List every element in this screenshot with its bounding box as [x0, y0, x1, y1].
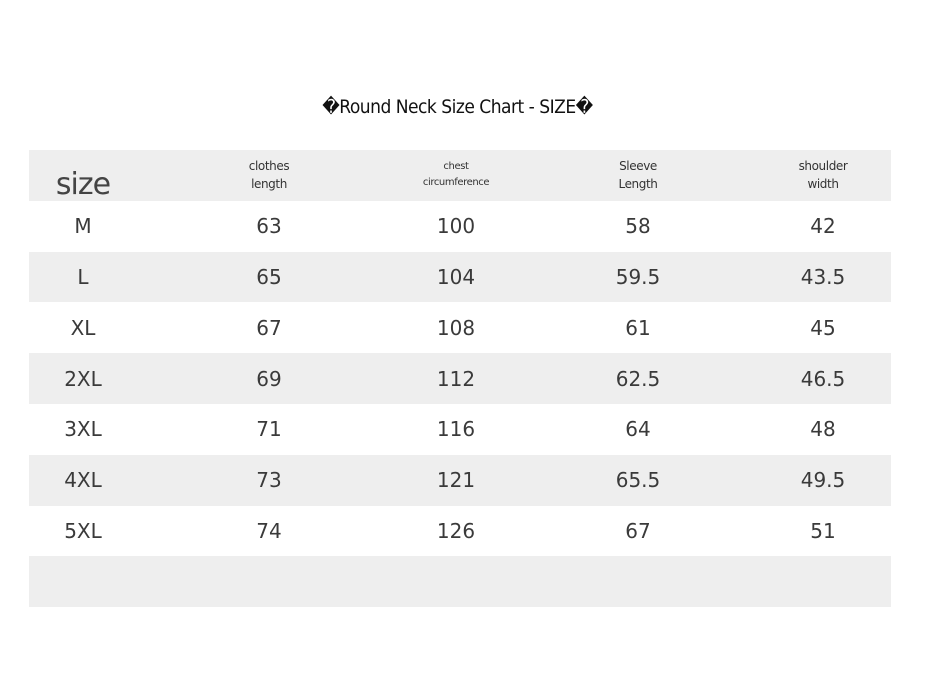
row-band — [29, 454, 891, 506]
table-cell: 42 — [810, 214, 836, 239]
row-band — [29, 353, 891, 404]
table-cell: 116 — [436, 417, 476, 442]
table-cell: XL — [70, 315, 96, 340]
table-cell: 4XL — [64, 468, 102, 493]
table-cell: 100 — [436, 214, 476, 239]
table-cell: 69 — [256, 366, 282, 391]
header-cell: clothes length — [248, 159, 290, 192]
header-cell: size — [55, 167, 111, 203]
header-cell: Sleeve Length — [618, 159, 658, 192]
table-cell: M — [74, 214, 92, 239]
header-cell: shoulder width — [798, 159, 848, 192]
table-cell: 126 — [436, 518, 476, 543]
table-cell: 3XL — [64, 417, 102, 442]
table-cell: 71 — [256, 417, 282, 442]
table-cell: 2XL — [64, 366, 102, 391]
table-cell: 64 — [625, 417, 651, 442]
table-cell: 67 — [256, 315, 282, 340]
table-cell: 59.5 — [615, 264, 661, 289]
table-cell: 51 — [810, 518, 836, 543]
table-cell: 63 — [256, 214, 282, 239]
table-cell: 108 — [436, 315, 476, 340]
table-cell: 73 — [256, 468, 282, 493]
header-band — [29, 150, 891, 201]
table-cell: 112 — [436, 366, 476, 391]
table-cell: 61 — [625, 315, 651, 340]
table-cell: 65.5 — [615, 468, 661, 493]
table-cell: 5XL — [64, 518, 102, 543]
table-cell: 43.5 — [800, 264, 846, 289]
row-band — [29, 251, 891, 303]
table-cell: 121 — [436, 468, 476, 493]
table-cell: 46.5 — [800, 366, 846, 391]
table-cell: 62.5 — [615, 366, 661, 391]
header-cell: chest circumference — [422, 161, 490, 189]
table-cell: 65 — [256, 264, 282, 289]
table-cell: 67 — [625, 518, 651, 543]
table-cell: 104 — [436, 264, 476, 289]
table-cell: 49.5 — [800, 468, 846, 493]
table-cell: 45 — [810, 315, 836, 340]
table-cell: L — [77, 264, 89, 289]
table-cell: 74 — [256, 518, 282, 543]
row-band — [29, 556, 891, 608]
chart-title: �Round Neck Size Chart - SIZE� — [322, 96, 593, 118]
table-cell: 48 — [810, 417, 836, 442]
table-cell: 58 — [625, 214, 651, 239]
